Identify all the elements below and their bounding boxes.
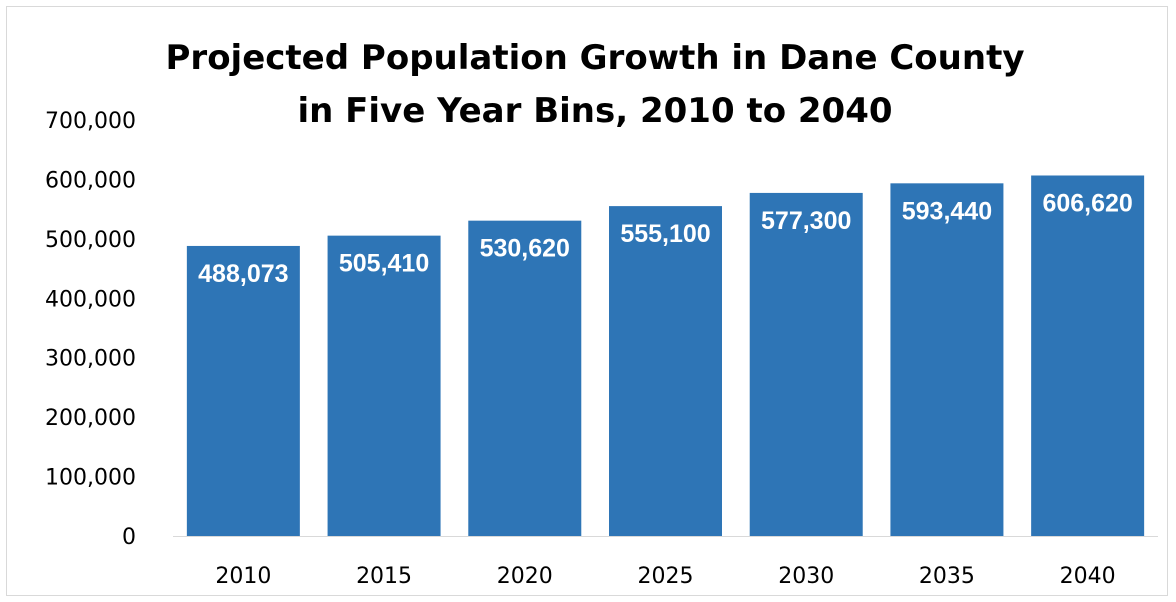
x-tick-label: 2020 bbox=[497, 564, 553, 589]
y-tick-label: 300,000 bbox=[45, 347, 136, 372]
y-axis-ticks: 0 100,000 200,000 300,000 400,000 500,000 600,… bbox=[45, 109, 136, 550]
data-label-2010: 488,073 bbox=[198, 260, 288, 288]
y-tick-label: 0 bbox=[122, 525, 136, 550]
y-tick-label: 200,000 bbox=[45, 406, 136, 431]
data-label-2020: 530,620 bbox=[480, 235, 570, 263]
bar-2025 bbox=[609, 206, 722, 536]
x-axis-ticks: 2010 2015 2020 2025 2030 2035 2040 bbox=[215, 564, 1115, 589]
x-tick-label: 2035 bbox=[919, 564, 975, 589]
bars: 488,073 505,410 530,620 555,100 577,300 593,4… bbox=[186, 175, 1145, 537]
chart-title: Projected Population Growth in Dane Coun… bbox=[165, 38, 1025, 131]
y-tick-label: 400,000 bbox=[45, 287, 136, 312]
bar-2015 bbox=[327, 235, 441, 536]
x-tick-label: 2030 bbox=[778, 564, 834, 589]
bar-2040 bbox=[1031, 175, 1145, 537]
bar-2010 bbox=[186, 245, 300, 536]
x-tick-label: 2015 bbox=[356, 564, 412, 589]
bar-2020 bbox=[468, 220, 582, 537]
y-tick-label: 600,000 bbox=[45, 168, 136, 193]
y-tick-label: 500,000 bbox=[45, 228, 136, 253]
y-tick-label: 100,000 bbox=[45, 466, 136, 491]
x-tick-label: 2040 bbox=[1060, 564, 1116, 589]
data-label-2025: 555,100 bbox=[620, 220, 710, 248]
data-label-2030: 577,300 bbox=[761, 207, 851, 235]
data-label-2035: 593,440 bbox=[902, 197, 992, 225]
y-tick-label: 700,000 bbox=[45, 109, 136, 134]
bar-2030 bbox=[749, 192, 863, 536]
x-tick-label: 2025 bbox=[638, 564, 694, 589]
x-tick-label: 2010 bbox=[215, 564, 271, 589]
data-label-2015: 505,410 bbox=[339, 250, 429, 278]
bar-2035 bbox=[890, 183, 1004, 536]
data-label-2040: 606,620 bbox=[1042, 189, 1132, 217]
